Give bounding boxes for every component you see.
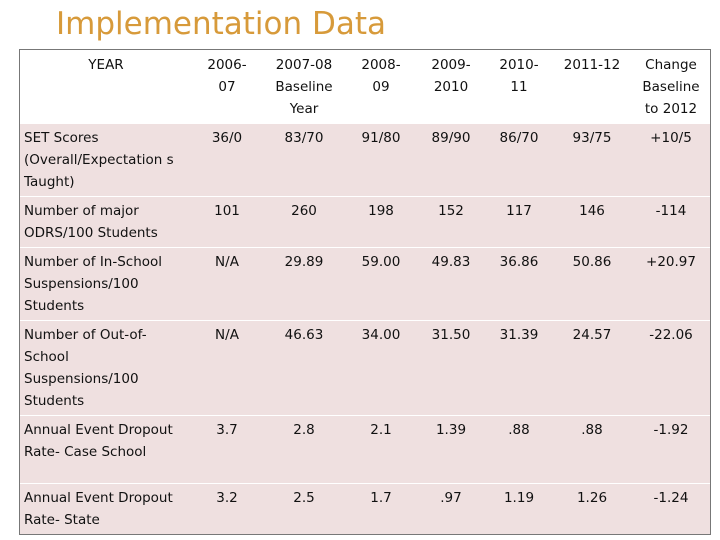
row-label: Annual Event Dropout Rate- State [20, 483, 192, 534]
table-cell: 1.19 [486, 483, 552, 534]
table-cell: 89/90 [416, 123, 486, 197]
row-label: Number of major ODRS/100 Students [20, 196, 192, 248]
header-cell: 2010- 11 [486, 50, 552, 124]
table-cell: -1.24 [632, 483, 710, 534]
table-cell: 260 [262, 196, 346, 248]
table-cell: 29.89 [262, 247, 346, 321]
page-title: Implementation Data [56, 6, 387, 42]
table-cell: 2.1 [346, 415, 416, 484]
header-cell: 2007-08 Baseline Year [262, 50, 346, 124]
table-cell: 91/80 [346, 123, 416, 197]
header-year: YEAR [20, 50, 192, 124]
table-cell: 93/75 [552, 123, 632, 197]
table-cell: -1.92 [632, 415, 710, 484]
table-cell: N/A [192, 320, 262, 416]
table-row: SET Scores (Overall/Expectation s Taught… [20, 123, 710, 197]
table-cell: 59.00 [346, 247, 416, 321]
header-cell: 2011-12 [552, 50, 632, 124]
table-cell: 34.00 [346, 320, 416, 416]
table-cell: 3.2 [192, 483, 262, 534]
table-cell: 49.83 [416, 247, 486, 321]
row-label: Number of Out-of-School Suspensions/100 … [20, 320, 192, 416]
header-cell: 2008- 09 [346, 50, 416, 124]
table-cell: 1.39 [416, 415, 486, 484]
table-cell: 198 [346, 196, 416, 248]
table-cell: 101 [192, 196, 262, 248]
table-cell: 117 [486, 196, 552, 248]
table-cell: -114 [632, 196, 710, 248]
table-row: Number of Out-of-School Suspensions/100 … [20, 320, 710, 416]
table-cell: 50.86 [552, 247, 632, 321]
table-row: Number of In-School Suspensions/100 Stud… [20, 247, 710, 321]
table-cell: N/A [192, 247, 262, 321]
table-cell: +10/5 [632, 123, 710, 197]
table-cell: 46.63 [262, 320, 346, 416]
table-cell: 31.50 [416, 320, 486, 416]
implementation-data-table: YEAR 2006- 07 2007-08 Baseline Year 2008- 0… [19, 49, 711, 535]
table-cell: 36/0 [192, 123, 262, 197]
table-cell: 3.7 [192, 415, 262, 484]
header-cell: 2006- 07 [192, 50, 262, 124]
table-row: Annual Event Dropout Rate- Case School 3.… [20, 415, 710, 484]
table-cell: .88 [552, 415, 632, 484]
table-cell: 1.26 [552, 483, 632, 534]
table-cell: 2.8 [262, 415, 346, 484]
header-row: YEAR 2006- 07 2007-08 Baseline Year 2008- 0… [20, 50, 710, 124]
row-label: Annual Event Dropout Rate- Case School [20, 415, 192, 484]
table-cell: 146 [552, 196, 632, 248]
table-row: Number of major ODRS/100 Students 101 260 1… [20, 196, 710, 248]
table-cell: 36.86 [486, 247, 552, 321]
table-cell: 31.39 [486, 320, 552, 416]
table-cell: 1.7 [346, 483, 416, 534]
table-cell: -22.06 [632, 320, 710, 416]
table-cell: .88 [486, 415, 552, 484]
table-cell: +20.97 [632, 247, 710, 321]
table-row: Annual Event Dropout Rate- State 3.2 2.5 1.… [20, 483, 710, 534]
table-cell: 152 [416, 196, 486, 248]
table-cell: 2.5 [262, 483, 346, 534]
header-cell: 2009- 2010 [416, 50, 486, 124]
table-cell: 24.57 [552, 320, 632, 416]
table-cell: 83/70 [262, 123, 346, 197]
table-cell: .97 [416, 483, 486, 534]
table-cell: 86/70 [486, 123, 552, 197]
header-cell: Change Baseline to 2012 [632, 50, 710, 124]
row-label: Number of In-School Suspensions/100 Stud… [20, 247, 192, 321]
row-label: SET Scores (Overall/Expectation s Taught… [20, 123, 192, 197]
